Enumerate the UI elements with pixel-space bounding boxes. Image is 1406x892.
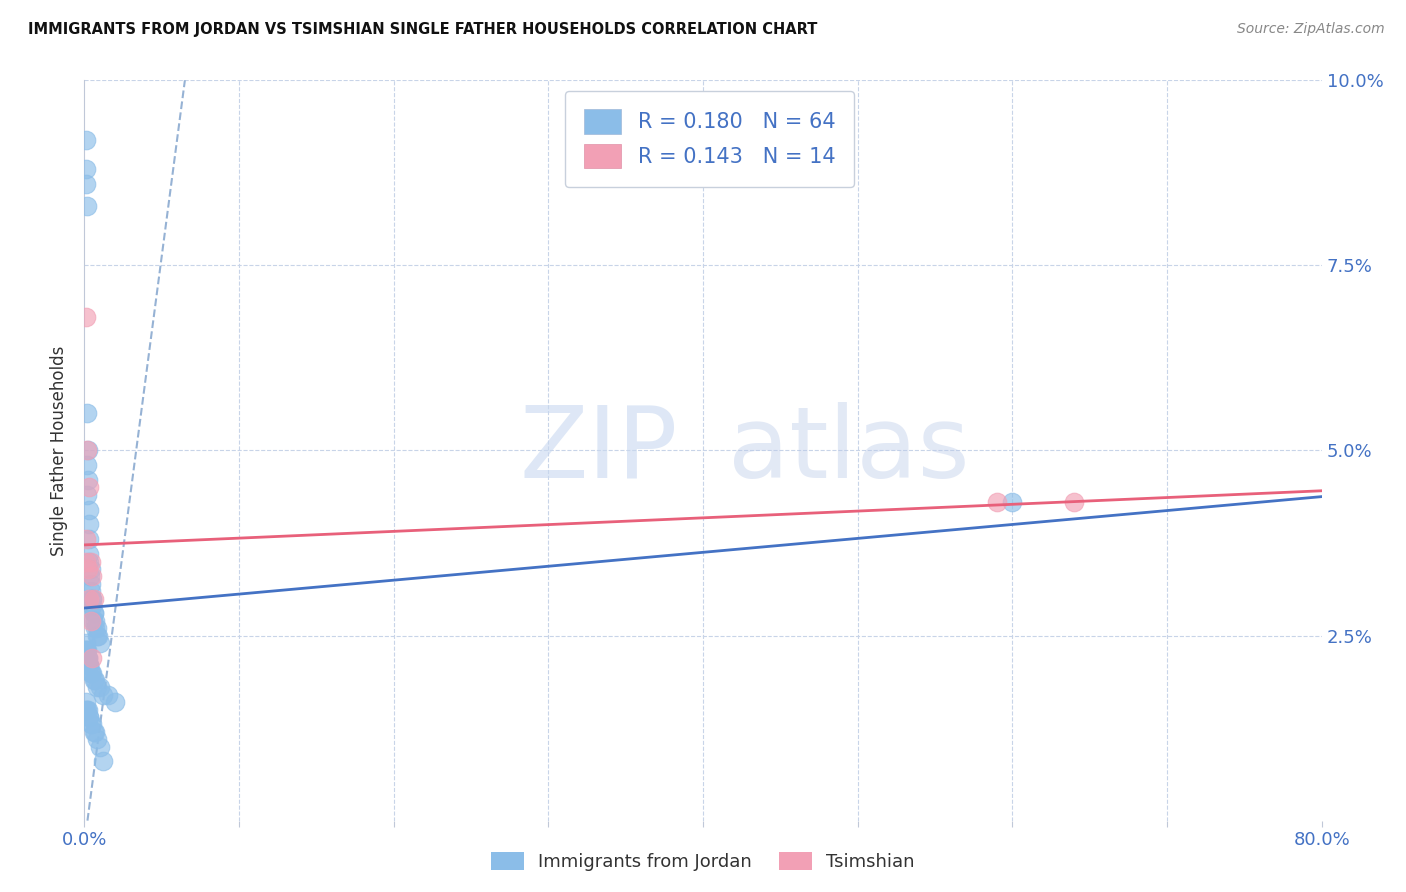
Point bbox=[80, 665, 103, 680]
Point bbox=[77, 554, 100, 569]
Point bbox=[75, 132, 97, 146]
Point bbox=[76, 407, 98, 421]
Point bbox=[79, 665, 101, 680]
Point bbox=[82, 650, 104, 665]
Point bbox=[91, 755, 114, 769]
Point bbox=[84, 614, 107, 628]
Y-axis label: Single Father Households: Single Father Households bbox=[51, 345, 69, 556]
Point bbox=[83, 724, 105, 739]
Point bbox=[77, 658, 100, 673]
Point bbox=[986, 495, 1008, 509]
Point bbox=[86, 732, 108, 747]
Point bbox=[76, 488, 98, 502]
Point bbox=[104, 695, 127, 709]
Point bbox=[79, 562, 101, 576]
Point bbox=[82, 665, 104, 680]
Point bbox=[75, 643, 97, 657]
Point bbox=[79, 717, 101, 731]
Point bbox=[76, 650, 98, 665]
Point bbox=[83, 607, 105, 621]
Text: atlas: atlas bbox=[728, 402, 969, 499]
Point bbox=[80, 576, 103, 591]
Point bbox=[76, 703, 98, 717]
Point bbox=[76, 443, 98, 458]
Point bbox=[83, 607, 105, 621]
Point bbox=[80, 584, 103, 599]
Point bbox=[84, 621, 107, 635]
Point bbox=[75, 177, 97, 191]
Point bbox=[86, 681, 108, 695]
Text: ZIP: ZIP bbox=[520, 402, 678, 499]
Point bbox=[76, 703, 98, 717]
Point bbox=[77, 502, 100, 516]
Point bbox=[79, 591, 101, 606]
Point bbox=[76, 443, 98, 458]
Point bbox=[76, 650, 98, 665]
Point bbox=[79, 710, 101, 724]
Point bbox=[75, 533, 97, 547]
Point bbox=[79, 533, 101, 547]
Point bbox=[79, 569, 101, 583]
Legend: Immigrants from Jordan, Tsimshian: Immigrants from Jordan, Tsimshian bbox=[484, 845, 922, 879]
Point bbox=[77, 658, 100, 673]
Point bbox=[82, 591, 104, 606]
Point bbox=[75, 162, 97, 177]
Point bbox=[1001, 495, 1024, 509]
Point bbox=[76, 562, 98, 576]
Point bbox=[75, 643, 97, 657]
Point bbox=[89, 739, 111, 754]
Point bbox=[75, 695, 97, 709]
Point bbox=[77, 517, 100, 532]
Point bbox=[84, 724, 107, 739]
Point bbox=[75, 554, 97, 569]
Point bbox=[82, 591, 104, 606]
Point bbox=[77, 658, 100, 673]
Point bbox=[76, 643, 98, 657]
Point bbox=[75, 636, 97, 650]
Point bbox=[84, 673, 107, 687]
Point bbox=[83, 673, 105, 687]
Point bbox=[80, 614, 103, 628]
Legend: R = 0.180   N = 64, R = 0.143   N = 14: R = 0.180 N = 64, R = 0.143 N = 14 bbox=[565, 91, 855, 186]
Point bbox=[80, 599, 103, 613]
Point bbox=[75, 703, 97, 717]
Point bbox=[82, 569, 104, 583]
Point bbox=[77, 481, 100, 495]
Point bbox=[87, 628, 110, 642]
Point bbox=[89, 636, 111, 650]
Point bbox=[77, 473, 100, 487]
Point bbox=[82, 614, 104, 628]
Text: Source: ZipAtlas.com: Source: ZipAtlas.com bbox=[1237, 22, 1385, 37]
Point bbox=[75, 310, 97, 325]
Point bbox=[86, 628, 108, 642]
Point bbox=[79, 554, 101, 569]
Point bbox=[83, 591, 105, 606]
Point bbox=[76, 650, 98, 665]
Text: IMMIGRANTS FROM JORDAN VS TSIMSHIAN SINGLE FATHER HOUSEHOLDS CORRELATION CHART: IMMIGRANTS FROM JORDAN VS TSIMSHIAN SING… bbox=[28, 22, 817, 37]
Point bbox=[76, 458, 98, 473]
Point bbox=[96, 688, 118, 702]
Point bbox=[86, 621, 108, 635]
Point bbox=[76, 199, 98, 213]
Point bbox=[77, 710, 100, 724]
Point bbox=[77, 547, 100, 561]
Point bbox=[1063, 495, 1085, 509]
Point bbox=[89, 681, 111, 695]
Point bbox=[91, 688, 114, 702]
Point bbox=[82, 717, 104, 731]
